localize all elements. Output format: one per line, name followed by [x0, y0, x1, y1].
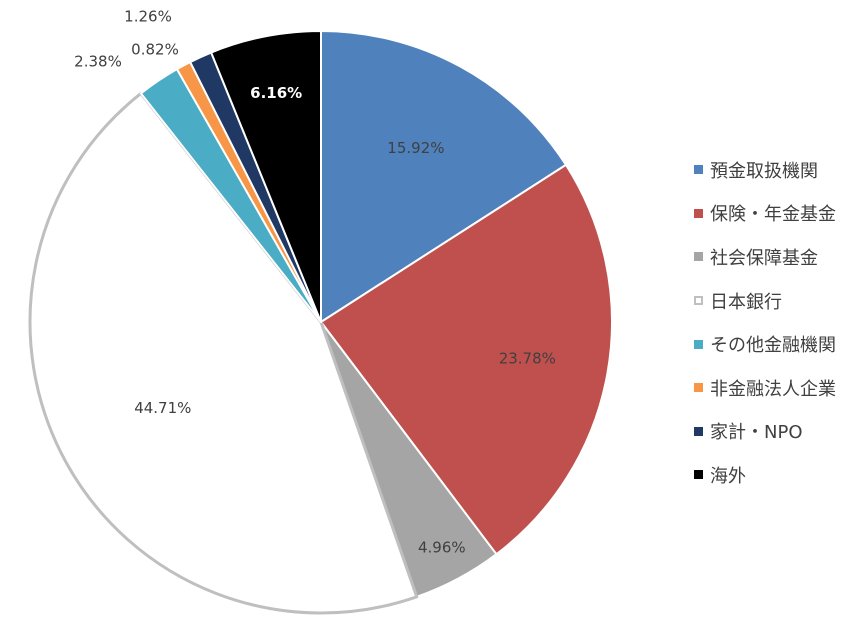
chart-legend: 預金取扱機関 保険・年金基金 社会保障基金 日本銀行その他金融機関 非金融法人企業 家計・…: [694, 148, 836, 497]
pie-slice-bank-of-japan: [28, 91, 419, 615]
legend-item-insurance-pension: 保険・年金基金: [694, 192, 836, 236]
legend-swatch-non-financial-corporations: [694, 383, 703, 393]
legend-item-non-financial-corporations: 非金融法人企業: [694, 366, 836, 410]
legend-swatch-overseas: [694, 470, 703, 480]
legend-label-insurance-pension: 保険・年金基金: [710, 204, 836, 226]
legend-swatch-other-financial: [694, 339, 703, 349]
legend-item-households-npo: 家計・NPO: [694, 410, 836, 454]
data-label-overseas: 6.16%: [250, 84, 302, 102]
pie-slice-insurance-pension: [320, 163, 613, 556]
legend-swatch-insurance-pension: [694, 208, 703, 218]
legend-item-overseas: 海外: [694, 453, 836, 497]
legend-swatch-social-security: [694, 252, 703, 262]
legend-item-bank-of-japan: 日本銀行: [694, 279, 836, 323]
legend-item-other-financial: その他金融機関: [694, 322, 836, 366]
pie-slice-overseas: [210, 30, 322, 323]
legend-label-bank-of-japan: 日本銀行: [710, 291, 782, 313]
legend-swatch-bank-of-japan: [694, 296, 703, 306]
legend-label-non-financial-corporations: 非金融法人企業: [710, 378, 836, 400]
legend-swatch-deposit-institutions: [694, 165, 703, 175]
data-label-social-security: 4.96%: [418, 538, 466, 556]
pie-slice-deposit-institutions: [320, 30, 567, 323]
legend-label-social-security: 社会保障基金: [710, 247, 818, 269]
data-label-insurance-pension: 23.78%: [499, 349, 556, 367]
data-label-other-financial: 2.38%: [74, 53, 122, 71]
legend-label-households-npo: 家計・NPO: [710, 422, 803, 444]
legend-item-social-security: 社会保障基金: [694, 235, 836, 279]
legend-label-overseas: 海外: [710, 465, 746, 487]
legend-swatch-households-npo: [694, 426, 703, 436]
legend-item-deposit-institutions: 預金取扱機関: [694, 148, 836, 192]
data-label-deposit-institutions: 15.92%: [387, 139, 444, 157]
data-label-bank-of-japan: 44.71%: [134, 399, 191, 417]
data-label-households-npo: 1.26%: [124, 8, 172, 26]
data-label-non-financial-corporations: 0.82%: [131, 41, 179, 59]
legend-label-other-financial: その他金融機関: [710, 335, 836, 357]
legend-label-deposit-institutions: 預金取扱機関: [710, 160, 818, 182]
